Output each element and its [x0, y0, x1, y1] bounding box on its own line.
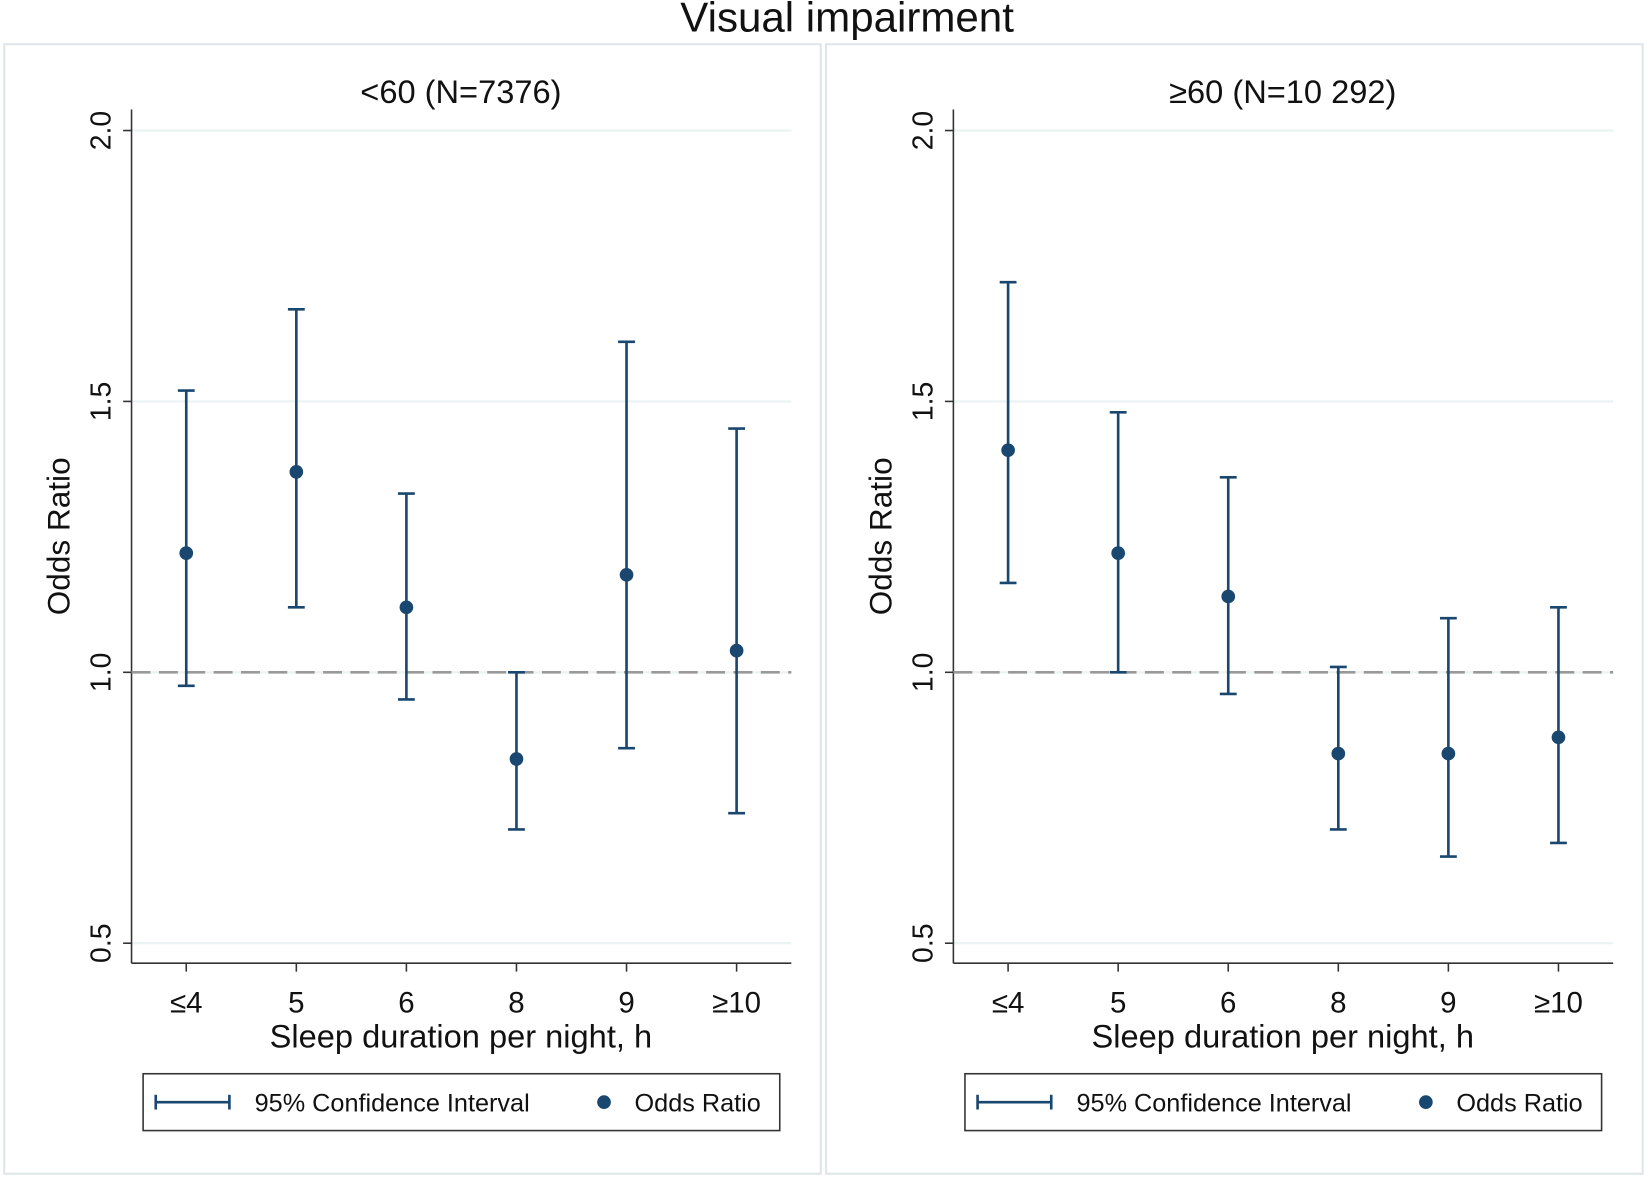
x-tick-label: ≥10: [712, 987, 761, 1020]
odds-ratio-point: [399, 600, 414, 615]
x-axis-label: Sleep duration per night, h: [1092, 1017, 1474, 1054]
legend-or-label: Odds Ratio: [1456, 1090, 1582, 1118]
panel-subtitle: <60 (N=7376): [360, 73, 561, 110]
x-tick-label: ≥10: [1534, 987, 1583, 1020]
odds-ratio-point: [729, 643, 744, 658]
x-tick-label: 8: [508, 987, 524, 1020]
x-tick-label: 6: [1220, 987, 1236, 1020]
legend-ci-label: 95% Confidence Interval: [1076, 1090, 1351, 1118]
odds-ratio-point: [1551, 730, 1566, 745]
panel-0: <60 (N=7376) 0.5 1.0 1.5 2.0 Odds Ratio ≤4 5 6 8 9…: [3, 43, 822, 1175]
odds-ratio-point: [1111, 546, 1126, 560]
chart-title: Visual impairment: [680, 0, 1014, 41]
odds-ratio-point: [1001, 443, 1015, 458]
x-tick-label: 8: [1330, 987, 1346, 1020]
y-tick-label: 1.0: [907, 653, 939, 693]
panel-1: ≥60 (N=10 292) 0.5 1.0 1.5 2.0 Odds Ratio ≤4 5 6…: [825, 43, 1644, 1175]
legend-or-icon: [1419, 1095, 1433, 1109]
panel-frame: [825, 43, 1644, 1175]
odds-ratio-point: [179, 546, 194, 560]
odds-ratio-point: [1441, 746, 1456, 761]
y-tick-label: 2.0: [907, 111, 939, 151]
y-axis-label: Odds Ratio: [862, 457, 898, 615]
x-tick-label: 9: [618, 987, 634, 1020]
x-tick-label: 5: [1110, 987, 1126, 1020]
y-tick-label: 0.5: [907, 923, 939, 963]
legend: 95% Confidence Interval Odds Ratio: [142, 1072, 781, 1132]
odds-ratio-point: [509, 752, 524, 766]
odds-ratio-point: [1221, 589, 1236, 604]
legend-box: [964, 1072, 1603, 1132]
x-tick-label: ≤4: [170, 987, 203, 1020]
y-tick-label: 1.5: [85, 382, 117, 422]
odds-ratio-point: [1331, 746, 1346, 761]
y-tick-label: 0.5: [85, 923, 117, 963]
panel-subtitle: ≥60 (N=10 292): [1169, 73, 1396, 110]
odds-ratio-point: [619, 567, 634, 582]
x-tick-label: 5: [288, 987, 304, 1020]
legend-ci-label: 95% Confidence Interval: [255, 1090, 530, 1118]
y-tick-label: 2.0: [85, 111, 117, 151]
x-tick-label: 6: [398, 987, 414, 1020]
panel-frame: [3, 43, 822, 1175]
odds-ratio-point: [289, 465, 304, 479]
x-tick-label: ≤4: [992, 987, 1025, 1020]
x-axis-label: Sleep duration per night, h: [270, 1017, 652, 1054]
legend: 95% Confidence Interval Odds Ratio: [964, 1072, 1603, 1132]
y-axis-label: Odds Ratio: [40, 457, 76, 615]
legend-or-icon: [597, 1095, 611, 1109]
y-tick-label: 1.5: [907, 382, 939, 422]
legend-box: [142, 1072, 781, 1132]
legend-or-label: Odds Ratio: [635, 1090, 761, 1118]
x-tick-label: 9: [1440, 987, 1456, 1020]
y-tick-label: 1.0: [85, 653, 117, 693]
